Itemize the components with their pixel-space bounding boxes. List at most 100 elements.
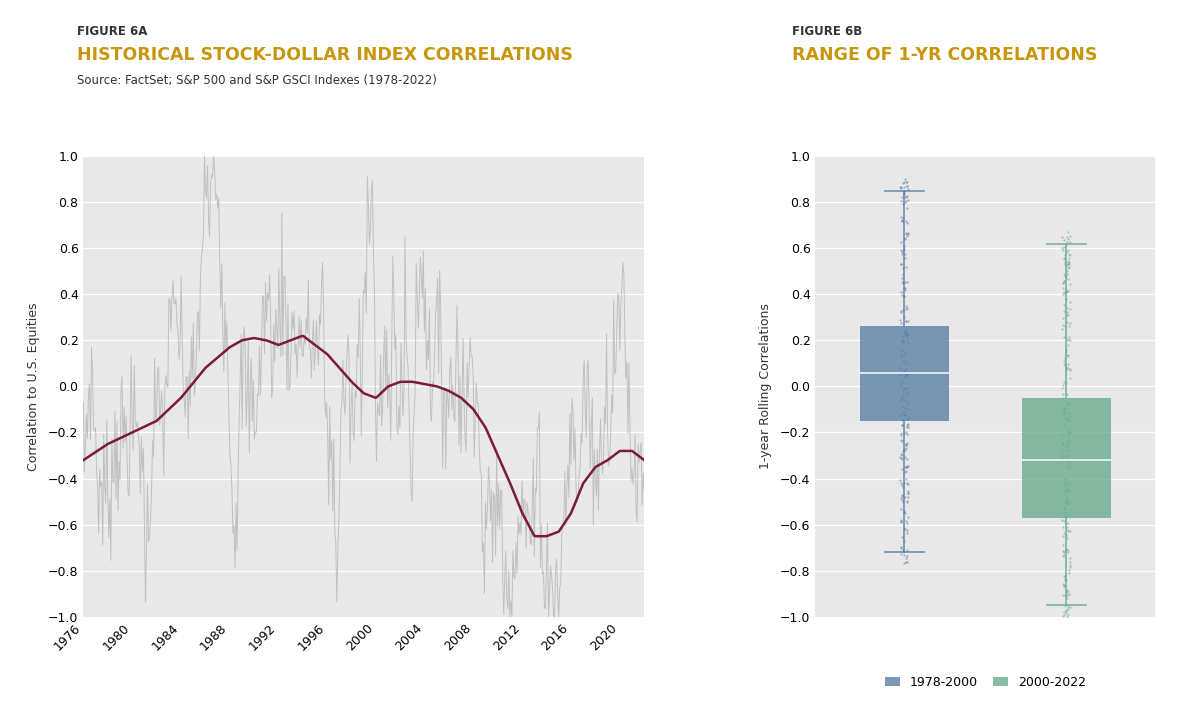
Point xyxy=(1054,408,1073,419)
Point xyxy=(1055,404,1074,415)
Point xyxy=(1059,309,1078,320)
Point xyxy=(894,311,913,323)
Point xyxy=(897,462,916,473)
Point xyxy=(1060,252,1079,264)
Point xyxy=(1056,402,1075,413)
Point xyxy=(894,243,913,255)
Point xyxy=(1056,454,1075,465)
Point xyxy=(892,215,911,226)
Point xyxy=(894,291,913,302)
Point xyxy=(894,382,913,393)
Point xyxy=(892,543,911,554)
Point xyxy=(892,191,911,203)
Point xyxy=(892,345,911,357)
Point xyxy=(894,277,913,289)
Point xyxy=(1058,476,1077,488)
Point xyxy=(894,366,913,377)
Point xyxy=(1060,428,1079,439)
Point xyxy=(897,190,916,201)
Point xyxy=(899,413,918,425)
Point xyxy=(892,392,911,403)
Point xyxy=(896,174,915,185)
Point xyxy=(899,488,918,499)
Point xyxy=(1053,323,1072,335)
Point xyxy=(1053,242,1072,254)
Point xyxy=(898,228,917,240)
Point xyxy=(898,227,917,238)
Point xyxy=(897,387,916,398)
Point xyxy=(898,328,917,340)
Point xyxy=(1060,236,1079,247)
Point xyxy=(896,191,915,203)
Point xyxy=(897,515,916,527)
Point xyxy=(891,503,910,515)
Point xyxy=(896,303,915,314)
Y-axis label: Correlation to U.S. Equities: Correlation to U.S. Equities xyxy=(26,302,39,471)
Point xyxy=(1060,564,1079,576)
Point xyxy=(896,369,915,380)
Point xyxy=(1060,568,1079,579)
Point xyxy=(1059,286,1078,297)
Point xyxy=(1060,525,1079,536)
Point xyxy=(896,284,915,296)
Point xyxy=(1053,539,1072,550)
Point xyxy=(1056,271,1075,282)
Point xyxy=(1055,600,1074,611)
Point xyxy=(894,557,913,569)
Point xyxy=(894,535,913,547)
Point xyxy=(891,548,910,559)
Point xyxy=(897,191,916,203)
Point xyxy=(1055,478,1074,489)
Point xyxy=(892,336,911,347)
Point xyxy=(893,268,912,279)
Legend: 1978-2000, 2000-2022: 1978-2000, 2000-2022 xyxy=(880,671,1091,693)
Point xyxy=(1060,588,1079,600)
Point xyxy=(1056,604,1075,615)
Point xyxy=(893,481,912,493)
Point xyxy=(898,491,917,503)
Point xyxy=(897,330,916,342)
Point xyxy=(897,437,916,449)
Point xyxy=(892,429,911,440)
Point xyxy=(1059,255,1078,267)
Point xyxy=(891,259,910,270)
Point xyxy=(892,369,911,380)
Point xyxy=(1056,345,1075,356)
Point xyxy=(1058,302,1077,313)
Point xyxy=(893,491,912,502)
Point xyxy=(1055,355,1074,367)
Point xyxy=(1059,423,1078,435)
Point xyxy=(1060,462,1079,473)
Point xyxy=(896,523,915,535)
Point xyxy=(894,402,913,413)
Point xyxy=(1055,287,1074,298)
Point xyxy=(892,182,911,194)
Point xyxy=(897,454,916,465)
Point xyxy=(893,420,912,431)
Point xyxy=(1059,350,1078,361)
Point xyxy=(898,403,917,415)
Point xyxy=(894,428,913,439)
Point xyxy=(1054,244,1073,255)
Point xyxy=(891,314,910,325)
Point xyxy=(1054,289,1073,300)
Point xyxy=(894,212,913,223)
Point xyxy=(1055,581,1074,592)
Point xyxy=(893,246,912,257)
Point xyxy=(1054,358,1073,369)
Point xyxy=(896,409,915,420)
Point xyxy=(1054,402,1073,413)
Point xyxy=(894,549,913,561)
Point xyxy=(1061,230,1080,242)
Point xyxy=(898,328,917,339)
Point xyxy=(896,356,915,367)
Point xyxy=(1059,494,1078,506)
Point xyxy=(1054,389,1073,400)
Bar xyxy=(1022,398,1111,518)
Point xyxy=(1061,601,1080,613)
Point xyxy=(897,216,916,227)
Point xyxy=(892,248,911,259)
Point xyxy=(1054,502,1073,513)
Point xyxy=(893,305,912,316)
Point xyxy=(1054,286,1073,298)
